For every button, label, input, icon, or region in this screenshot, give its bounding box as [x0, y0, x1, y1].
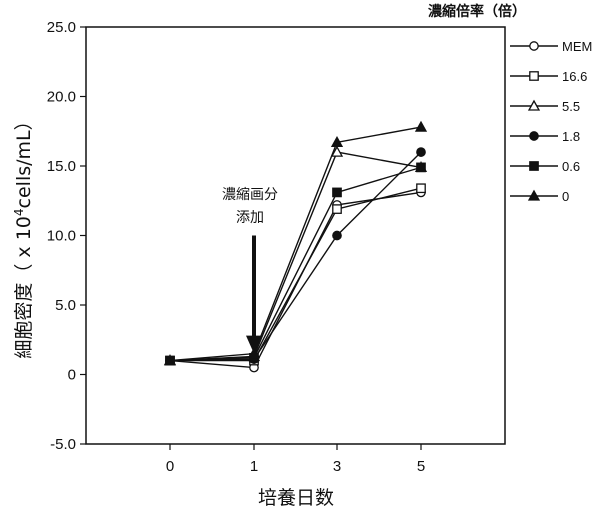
- y-tick-label: 15.0: [47, 158, 76, 175]
- data-point: [416, 147, 426, 157]
- legend-marker: [529, 41, 539, 51]
- x-tick-label: 1: [250, 458, 258, 475]
- series-0: [165, 187, 426, 373]
- series-line: [169, 151, 422, 362]
- legend-label: 0: [562, 189, 569, 204]
- legend-item: 0: [510, 189, 569, 204]
- y-tick-label: 10.0: [47, 228, 76, 245]
- x-tick-label: 5: [417, 458, 425, 475]
- data-point: [163, 354, 177, 366]
- y-axis-title: 細胞密度（ x 104cells/mL）: [12, 111, 35, 358]
- series-line: [169, 166, 422, 362]
- arrow-head: [246, 335, 262, 354]
- legend-items: MEM 16.6 5.5 1.8 0.6 0: [510, 39, 592, 204]
- x-axis: 0 1 3 5: [166, 444, 425, 475]
- annotation: 濃縮画分 添加: [222, 187, 278, 354]
- legend: 濃縮倍率（倍） MEM 16.6 5.5 1.8 0.6 0: [428, 3, 592, 204]
- legend-item: 1.8: [510, 129, 580, 144]
- annotation-line-1: 濃縮画分: [222, 187, 278, 203]
- legend-label: 5.5: [562, 99, 580, 114]
- plot-frame: [85, 26, 506, 445]
- legend-title: 濃縮倍率（倍）: [428, 3, 526, 20]
- data-point: [416, 183, 426, 194]
- y-tick-label: 20.0: [47, 89, 76, 106]
- y-tick-label: 25.0: [47, 19, 76, 36]
- legend-item: MEM: [510, 39, 592, 54]
- legend-item: 5.5: [510, 99, 580, 114]
- series-line: [169, 191, 422, 369]
- data-point: [332, 187, 342, 198]
- data-point: [330, 136, 344, 148]
- y-tick-label: 0: [68, 367, 76, 384]
- y-axis: -5.0 0 5.0 10.0 15.0 20.0 25.0: [47, 19, 86, 453]
- legend-item: 0.6: [510, 159, 580, 174]
- y-tick-label: -5.0: [50, 436, 76, 453]
- x-tick-label: 0: [166, 458, 174, 475]
- legend-label: 16.6: [562, 69, 587, 84]
- data-point: [414, 120, 428, 132]
- legend-label: 1.8: [562, 129, 580, 144]
- series-2: [163, 145, 428, 366]
- series-3: [165, 147, 426, 366]
- legend-marker: [527, 189, 541, 201]
- x-axis-title: 培養日数: [258, 487, 334, 509]
- legend-marker: [527, 99, 541, 111]
- legend-marker: [529, 131, 539, 141]
- series-line: [169, 126, 422, 362]
- annotation-arrow: [246, 235, 262, 354]
- legend-label: 0.6: [562, 159, 580, 174]
- data-point: [330, 145, 344, 157]
- legend-label: MEM: [562, 39, 592, 54]
- legend-marker: [529, 71, 539, 81]
- legend-item: 16.6: [510, 69, 587, 84]
- series-line: [169, 151, 422, 362]
- series-5: [163, 120, 428, 366]
- x-tick-label: 3: [333, 458, 341, 475]
- series-layer: [163, 120, 428, 373]
- legend-marker: [529, 161, 539, 171]
- y-tick-label: 5.0: [55, 297, 76, 314]
- series-4: [165, 162, 426, 366]
- data-point: [332, 230, 342, 241]
- data-point: [416, 162, 426, 173]
- data-point: [332, 204, 342, 214]
- annotation-line-2: 添加: [236, 210, 264, 226]
